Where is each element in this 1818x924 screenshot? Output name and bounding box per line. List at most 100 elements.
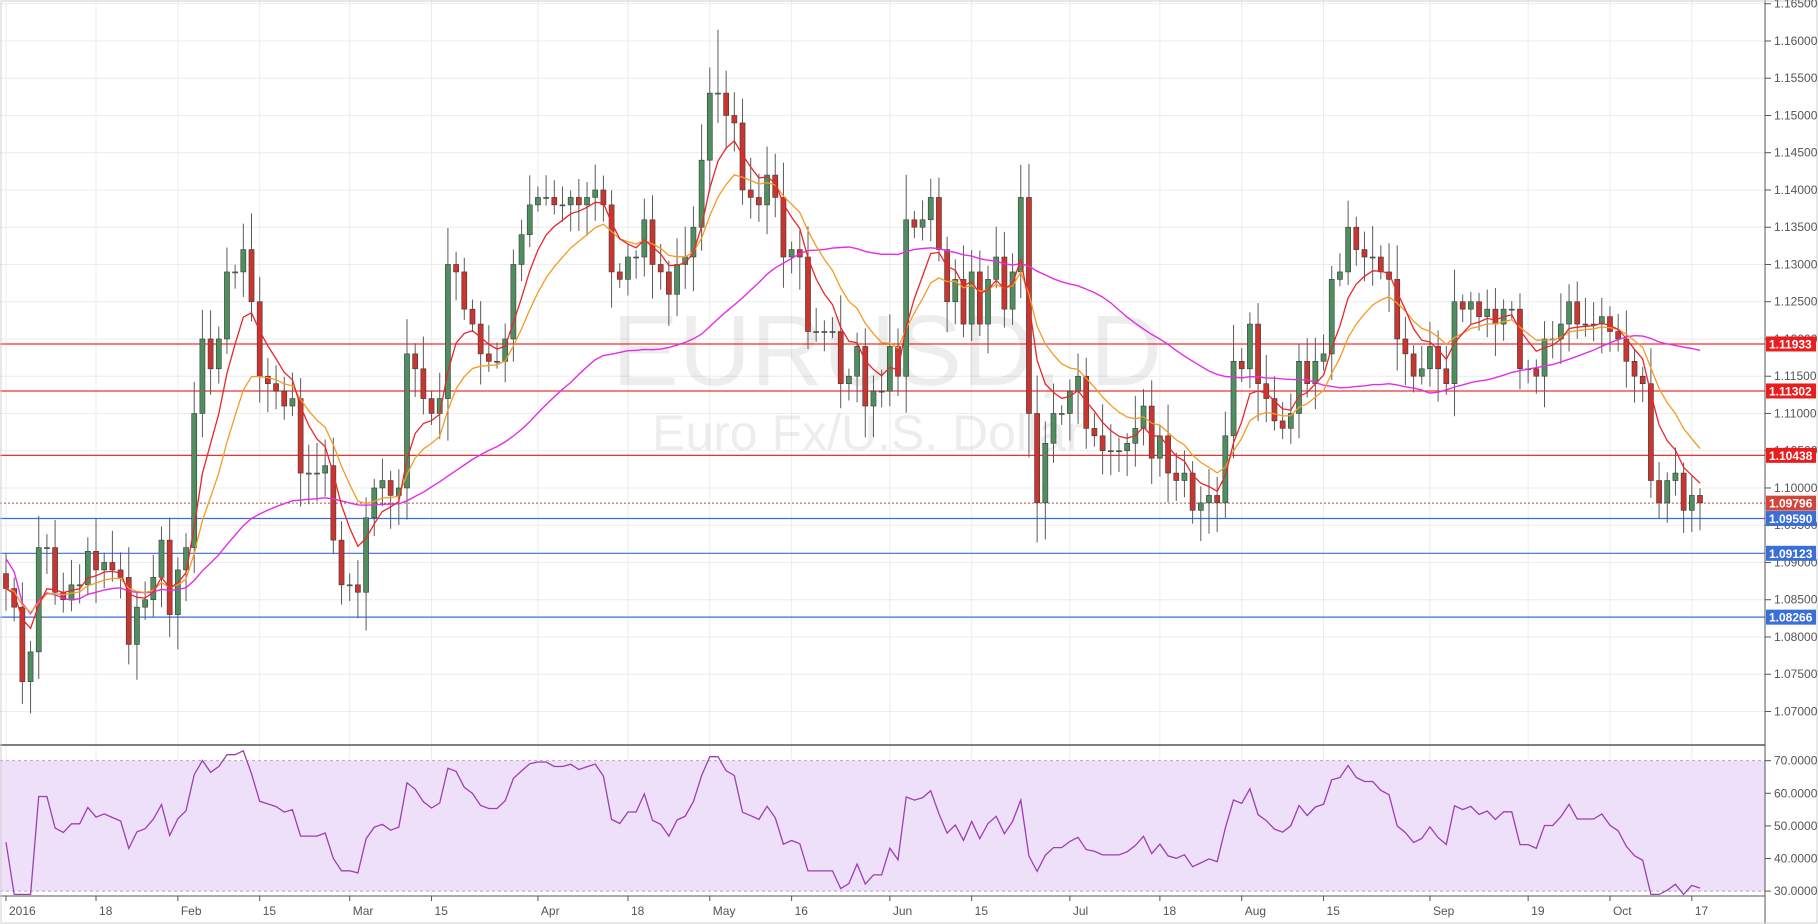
candle-down [1402, 338, 1409, 355]
price-tick-label: 1.16500 [1774, 0, 1818, 11]
candle-up [1312, 361, 1319, 384]
candle-down [977, 271, 983, 325]
level-badge-label: 1.09796 [1769, 497, 1813, 511]
price-tick-label: 1.16000 [1774, 34, 1818, 48]
candle-up [1107, 450, 1114, 453]
candle-up [1688, 495, 1695, 511]
candle-down [1680, 472, 1687, 511]
candle-down [1394, 279, 1401, 340]
rsi-band [0, 760, 1765, 892]
candle-down [616, 271, 623, 280]
candle-down [805, 256, 811, 332]
time-tick-label: 15 [975, 904, 989, 918]
ema-mid-line [5, 174, 1701, 614]
candle-up [445, 264, 451, 399]
candle-down [387, 480, 394, 496]
candle-down [93, 550, 99, 571]
candle-down [666, 271, 672, 295]
time-axis[interactable]: 2016 18 Feb 15 Mar 15 Apr 18 May 16 Jun 15 Jul 18 Aug 1… [5, 896, 1708, 918]
candle-down [1607, 316, 1613, 332]
candle-up [44, 547, 50, 549]
candle-down [1001, 256, 1008, 310]
candle-down [1214, 495, 1221, 504]
time-tick-label: 15 [263, 904, 277, 918]
price-tick-label: 1.10000 [1774, 481, 1818, 495]
candle-up [518, 234, 525, 265]
candle-down [1361, 249, 1368, 258]
time-tick-label: 18 [631, 904, 645, 918]
candle-down [1443, 368, 1450, 384]
candle-up [788, 249, 795, 258]
candle-up [510, 264, 517, 340]
candle-up [215, 338, 222, 370]
candle-up [371, 487, 378, 519]
resistance-level-badge [1766, 447, 1816, 463]
candle-up [584, 197, 590, 206]
moving-averages [5, 139, 1701, 630]
time-tick-label: 16 [795, 904, 809, 918]
rsi-tick-label: 40.0000 [1774, 852, 1818, 866]
candle-down [1615, 331, 1622, 340]
candle-up [84, 550, 91, 586]
candle-down [420, 368, 427, 399]
candle-down [3, 573, 9, 589]
level-badge-label: 1.11302 [1769, 384, 1812, 398]
current-level-badge [1766, 495, 1816, 511]
candle-down [1574, 301, 1581, 325]
price-tick-label: 1.13500 [1774, 220, 1818, 234]
candle-down [1304, 361, 1311, 384]
time-tick-label: Mar [353, 904, 374, 918]
candle-up [379, 480, 386, 489]
candle-down [739, 122, 746, 191]
candle-down [1091, 428, 1098, 437]
candle-up [535, 197, 541, 206]
candle-down [1697, 495, 1703, 504]
candle-down [412, 353, 419, 370]
price-grid [0, 0, 1765, 896]
candle-down [355, 584, 361, 593]
price-tick-label: 1.11000 [1774, 406, 1817, 420]
candle-down [756, 197, 762, 206]
candle-down [862, 346, 869, 407]
rsi-tick-label: 30.0000 [1774, 884, 1818, 898]
candle-down [125, 577, 132, 645]
candle-up [1672, 472, 1679, 481]
candle-down [256, 301, 263, 377]
candle-down [1410, 353, 1417, 377]
candle-up [1337, 271, 1343, 280]
candle-up [1058, 413, 1065, 415]
rsi-axis[interactable]: 70.0000 60.0000 50.0000 40.0000 30.0000 [1765, 754, 1818, 898]
candle-up [363, 517, 369, 593]
candle-up [1418, 368, 1425, 377]
candle-up [134, 606, 140, 645]
support-level-badge [1766, 511, 1816, 527]
candle-up [1566, 301, 1572, 325]
candle-down [461, 271, 468, 310]
candle-down [772, 174, 779, 198]
candle-down [1148, 405, 1155, 459]
candle-down [207, 338, 214, 370]
candle-up [1067, 390, 1073, 414]
candle-up [1320, 353, 1327, 362]
price-tick-label: 1.14500 [1774, 146, 1818, 160]
candle-up [183, 547, 189, 571]
candle-up [1181, 472, 1188, 481]
time-tick-label: May [713, 904, 736, 918]
candle-up [1345, 226, 1351, 273]
resistance-level-badge [1766, 336, 1816, 352]
time-tick-label: 18 [1163, 904, 1177, 918]
price-tick-label: 1.11500 [1774, 369, 1817, 383]
candle-up [1369, 256, 1376, 259]
candle-up [346, 584, 353, 587]
candle-up [1484, 308, 1491, 317]
candle-up [199, 338, 206, 414]
rsi-tick-label: 70.0000 [1774, 754, 1818, 768]
candle-down [11, 588, 18, 608]
candle-down [166, 539, 173, 615]
candle-down [747, 189, 754, 198]
candle-up [927, 197, 934, 221]
